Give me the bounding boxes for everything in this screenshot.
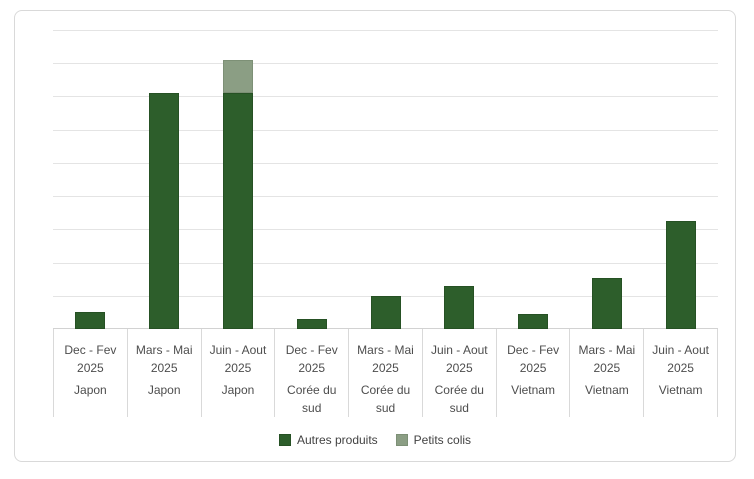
x-category-label: Dec - Fev 2025 Vietnam xyxy=(495,329,570,417)
gridline xyxy=(53,262,718,264)
category-group-line: Japon xyxy=(147,383,181,397)
y-tick-label xyxy=(15,122,43,138)
y-tick-label xyxy=(15,321,43,337)
legend-swatch-icon xyxy=(278,434,291,446)
gridline xyxy=(53,30,718,31)
category-period-line: 2025 xyxy=(445,361,473,375)
chart-card: Dec - Fev 2025 Japon Mars - Mai 2025 Japon Jui… xyxy=(14,10,736,462)
category-group: Japon xyxy=(54,381,127,399)
legend-label: Petits colis xyxy=(413,433,472,447)
x-category-label: Dec - Fev 2025 Corée du sud xyxy=(274,329,348,417)
gridline xyxy=(53,162,718,164)
y-tick-label xyxy=(15,188,43,204)
y-axis xyxy=(15,30,43,329)
category-period: Dec - Fev 2025 xyxy=(497,341,570,377)
category-period-line: 2025 xyxy=(77,361,104,375)
category-group-line: Vietnam xyxy=(584,383,629,397)
x-category-label: Mars - Mai 2025 Corée du sud xyxy=(348,329,422,417)
gridline xyxy=(53,229,718,231)
bar-segment-petits-colis xyxy=(222,59,253,94)
legend-label: Autres produits xyxy=(296,433,378,447)
x-category-label: Mars - Mai 2025 Japon xyxy=(126,329,201,417)
category-group: Japon xyxy=(202,381,275,399)
bar-segment-autres-produits xyxy=(666,221,697,329)
legend: Autres produits Petits colis xyxy=(15,430,735,450)
y-tick-label xyxy=(15,288,43,304)
category-group-line: Corée du xyxy=(287,383,337,397)
category-period-line: 2025 xyxy=(519,361,547,375)
bar-segment-autres-produits xyxy=(370,295,401,329)
category-group-line: Corée du xyxy=(434,383,484,397)
gridline xyxy=(53,63,718,65)
category-group: Corée du sud xyxy=(275,381,348,417)
category-period-line: Dec - Fev xyxy=(64,343,117,357)
bar-segment-autres-produits xyxy=(148,93,179,329)
bar-segment-autres-produits xyxy=(296,319,327,329)
gridline xyxy=(53,96,718,98)
category-period-line: Mars - Mai xyxy=(135,343,193,357)
category-group-line: Corée du xyxy=(360,383,411,397)
category-period-line: Juin - Aout xyxy=(430,343,488,357)
category-period-line: 2025 xyxy=(224,361,252,375)
bar-segment-autres-produits xyxy=(222,93,253,329)
category-group: Vietnam xyxy=(644,381,717,399)
category-period-line: Mars - Mai xyxy=(357,343,414,357)
category-group-line: sud xyxy=(375,401,396,415)
category-group-line: sud xyxy=(449,401,469,415)
category-period-line: Juin - Aout xyxy=(209,343,267,357)
category-group: Japon xyxy=(128,381,201,399)
gridline xyxy=(53,129,718,131)
gridline xyxy=(53,196,718,198)
y-tick-label xyxy=(15,22,43,38)
x-category-label: Mars - Mai 2025 Vietnam xyxy=(569,329,643,417)
y-tick-label xyxy=(15,155,43,171)
category-period-line: 2025 xyxy=(593,361,621,375)
category-group: Corée du sud xyxy=(423,381,496,417)
category-group: Corée du sud xyxy=(349,381,422,417)
bar-segment-autres-produits xyxy=(592,277,623,329)
bar-segment-autres-produits xyxy=(518,314,549,329)
category-period-line: 2025 xyxy=(667,361,694,375)
x-category-label: Juin - Aout 2025 Vietnam xyxy=(643,329,717,417)
category-period: Dec - Fev 2025 xyxy=(54,341,127,377)
y-tick-label xyxy=(15,255,43,271)
category-period: Dec - Fev 2025 xyxy=(275,341,348,377)
legend-item-petits-colis: Petits colis xyxy=(395,433,472,447)
category-period-line: 2025 xyxy=(150,361,178,375)
category-period: Mars - Mai 2025 xyxy=(349,341,422,377)
category-group-line: Japon xyxy=(74,383,107,397)
category-period: Mars - Mai 2025 xyxy=(570,341,643,377)
category-group: Vietnam xyxy=(497,381,570,399)
category-period: Juin - Aout 2025 xyxy=(644,341,717,377)
category-period-line: Dec - Fev xyxy=(507,343,560,357)
category-group-line: Vietnam xyxy=(511,383,555,397)
category-group: Vietnam xyxy=(570,381,643,399)
category-group-line: sud xyxy=(302,401,322,415)
x-axis: Dec - Fev 2025 Japon Mars - Mai 2025 Japon Jui… xyxy=(53,329,718,417)
y-tick-label xyxy=(15,88,43,104)
category-period-line: 2025 xyxy=(372,361,399,375)
category-period-line: Mars - Mai xyxy=(578,343,636,357)
x-category-label: Juin - Aout 2025 Corée du sud xyxy=(421,329,496,417)
category-group-line: Japon xyxy=(221,383,255,397)
category-group-line: Vietnam xyxy=(658,383,703,397)
category-period: Juin - Aout 2025 xyxy=(202,341,275,377)
category-period-line: Dec - Fev xyxy=(285,343,338,357)
category-period-line: 2025 xyxy=(298,361,326,375)
y-tick-label xyxy=(15,55,43,71)
y-tick-label xyxy=(15,221,43,237)
legend-swatch-icon xyxy=(395,434,408,446)
category-period: Juin - Aout 2025 xyxy=(423,341,496,377)
category-period-line: Juin - Aout xyxy=(652,343,709,357)
legend-item-autres-produits: Autres produits xyxy=(278,433,378,447)
x-category-label: Juin - Aout 2025 Japon xyxy=(200,329,275,417)
category-period: Mars - Mai 2025 xyxy=(128,341,201,377)
plot-area xyxy=(53,30,718,329)
bar-segment-autres-produits xyxy=(74,312,105,329)
x-category-label: Dec - Fev 2025 Japon xyxy=(53,329,127,417)
bar-segment-autres-produits xyxy=(444,285,475,329)
